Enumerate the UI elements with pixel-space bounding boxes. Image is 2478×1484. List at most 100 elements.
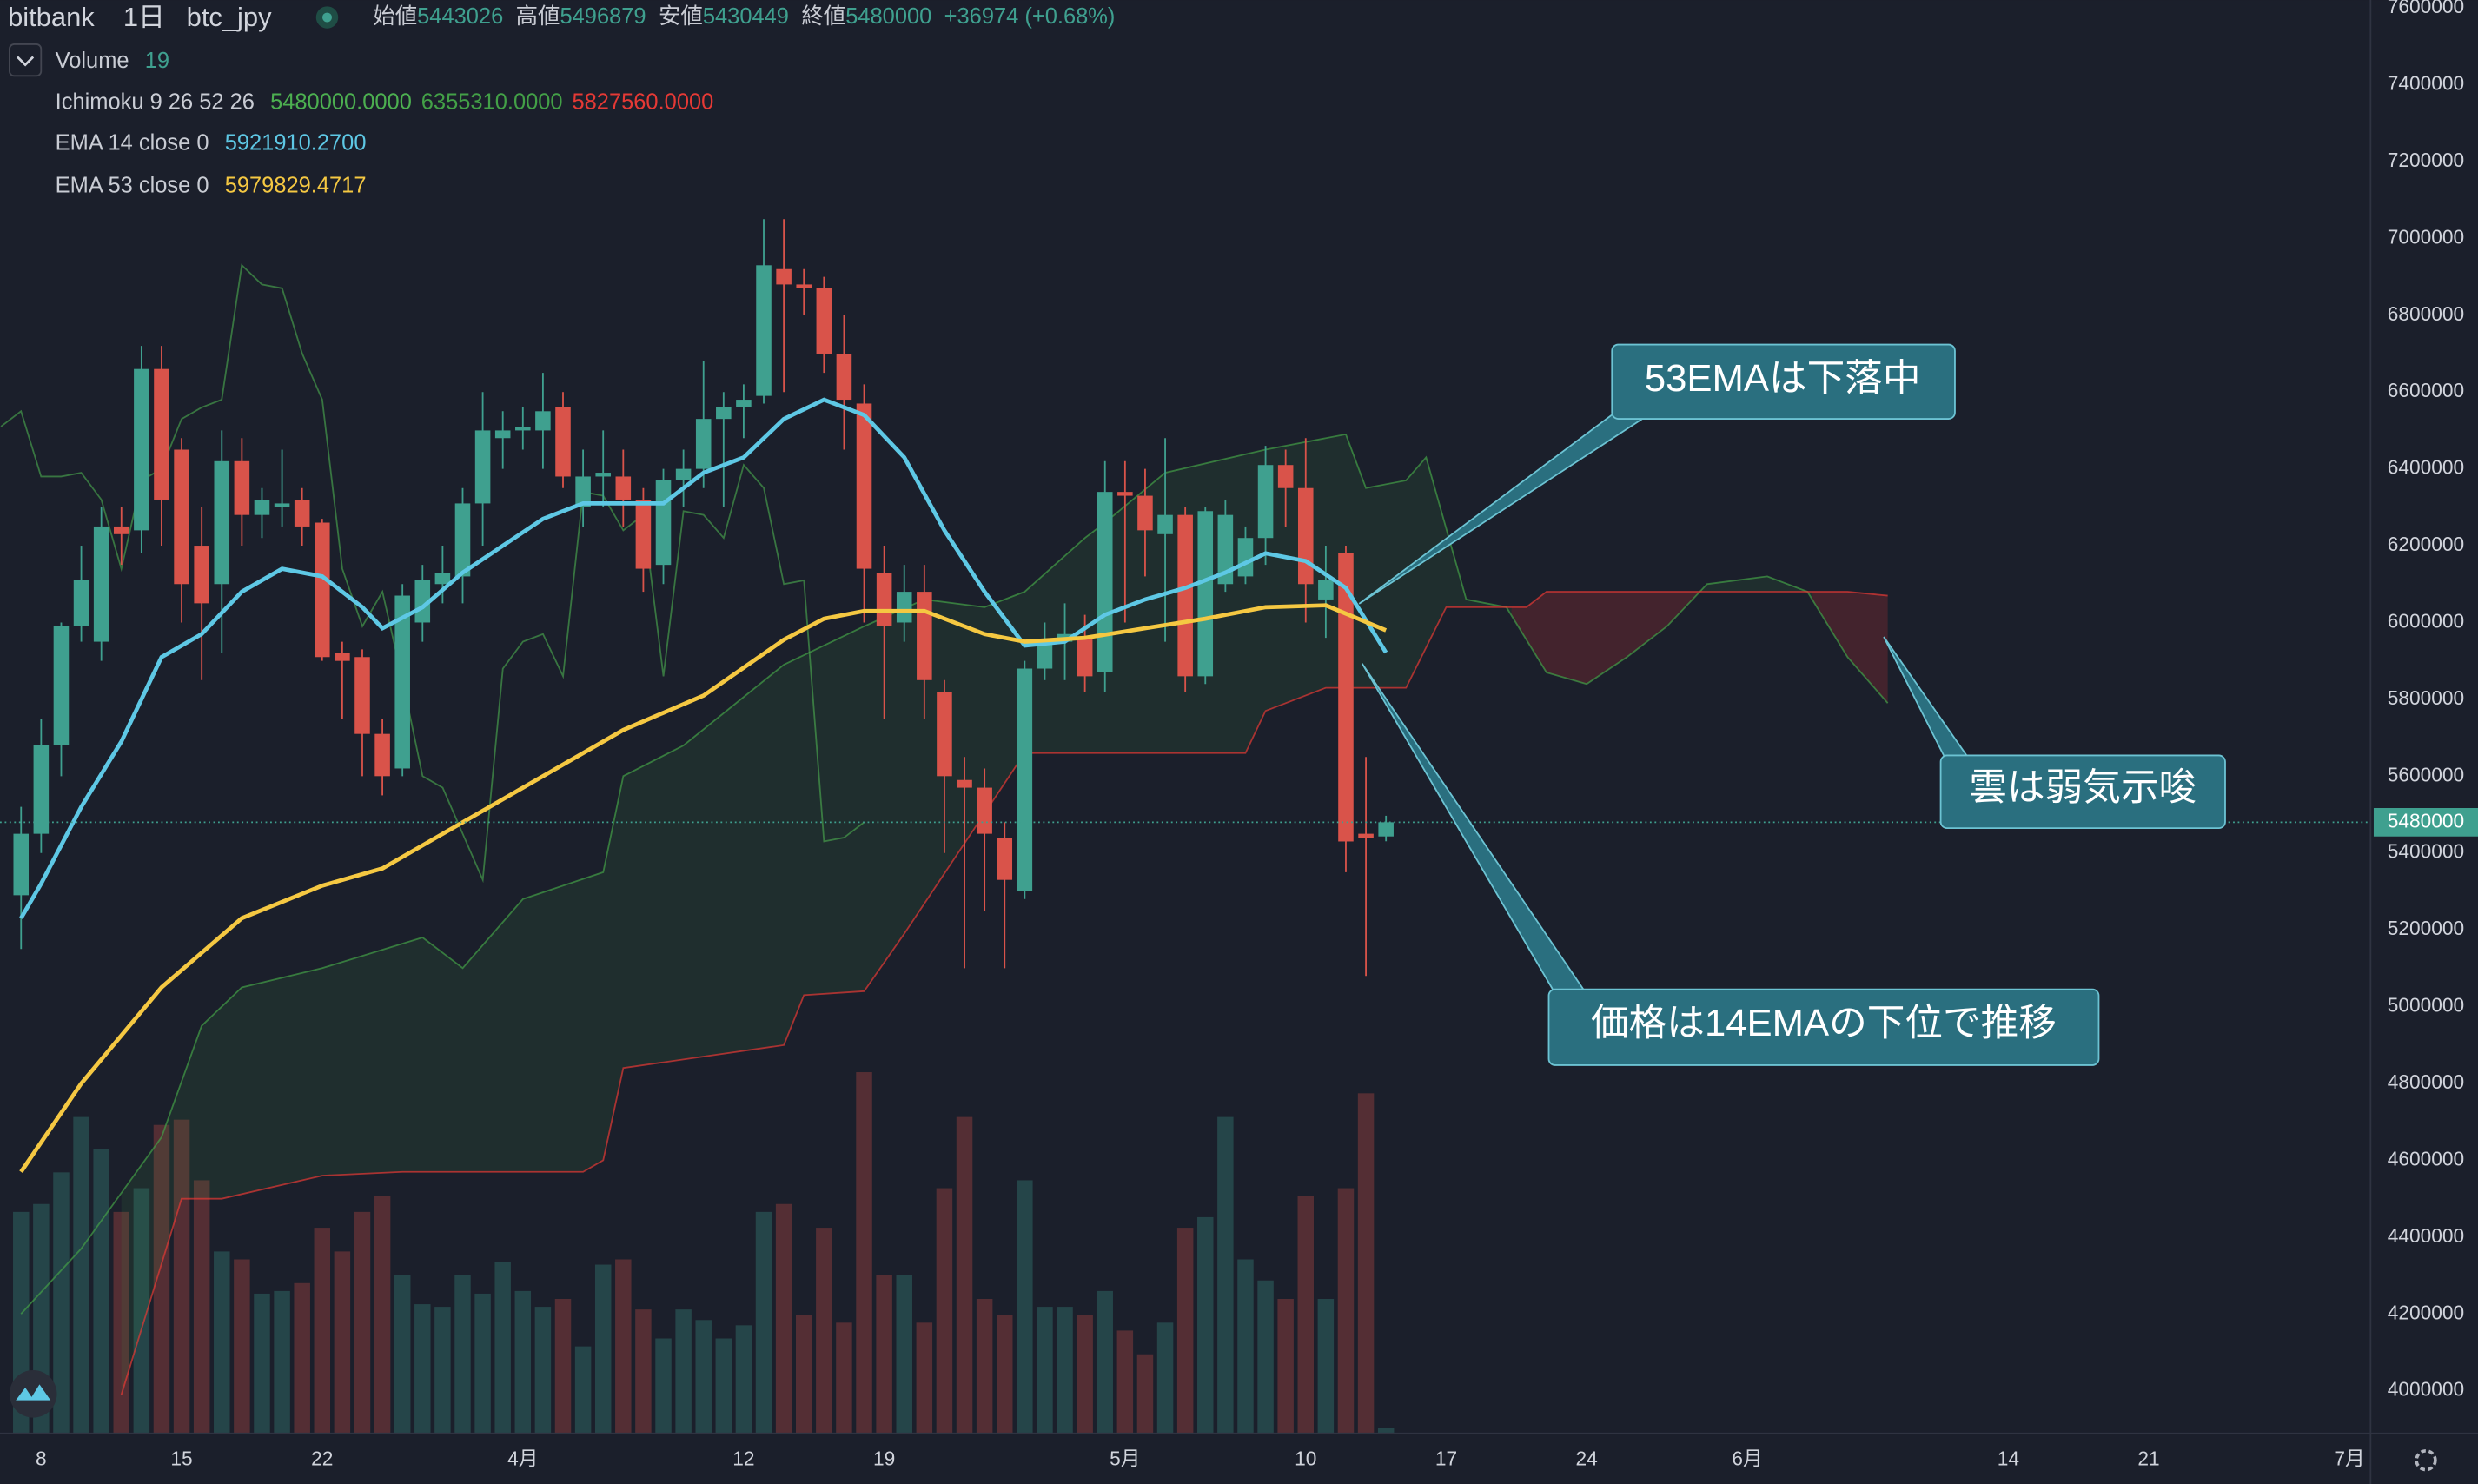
ema14-name: EMA 14 close 0 (56, 130, 209, 155)
candle-body (454, 503, 471, 577)
candle-body (1157, 514, 1173, 534)
y-tick-label: 4000000 (2388, 1378, 2464, 1401)
volume-bar (1057, 1307, 1073, 1434)
ema14-legend[interactable]: EMA 14 close 0 5921910.2700 (56, 130, 367, 155)
x-tick-label: 6月 (1732, 1448, 1762, 1470)
candle-body (434, 572, 451, 585)
candle-body (1117, 492, 1133, 496)
candle-body (595, 473, 611, 477)
volume-bar (735, 1325, 752, 1434)
volume-bar (997, 1315, 1013, 1434)
candle-body (695, 419, 712, 469)
volume-bar (214, 1251, 230, 1434)
volume-bar (1217, 1116, 1234, 1434)
volume-bar (1097, 1290, 1113, 1434)
logo[interactable] (9, 1370, 57, 1418)
volume-bar (1237, 1259, 1254, 1434)
volume-bar (474, 1293, 491, 1434)
candle-body (134, 368, 149, 531)
volume-bar (936, 1188, 953, 1434)
volume-bar (755, 1211, 772, 1434)
change: +36974 (+0.68%) (944, 4, 1116, 29)
volume-bar (916, 1322, 933, 1434)
candle-body (856, 403, 872, 569)
candle-body (474, 430, 491, 504)
symbol[interactable]: btc_jpy (187, 2, 272, 32)
volume-bar (1037, 1307, 1053, 1434)
candle-body (1197, 511, 1214, 677)
volume-bar (394, 1275, 411, 1434)
volume-bar (816, 1228, 832, 1434)
x-tick-label: 4月 (507, 1448, 538, 1470)
ema-line (19, 397, 1388, 919)
x-tick-label: 24 (1576, 1448, 1598, 1470)
volume-bar (1337, 1188, 1355, 1434)
ema-line (19, 603, 1388, 1174)
callout-box (1939, 754, 2226, 830)
span-b-value: 5827560.0000 (573, 89, 714, 114)
cloud-fill (1511, 589, 1703, 685)
candle-body (294, 499, 310, 527)
volume-bar (454, 1275, 471, 1434)
candle-body (896, 592, 912, 623)
collapse-button[interactable] (9, 43, 43, 77)
volume-bar (1197, 1216, 1214, 1434)
x-tick-label: 22 (311, 1448, 333, 1470)
candle-body (1097, 492, 1113, 672)
candle-body (997, 838, 1013, 880)
volume-bar (274, 1290, 290, 1434)
candle-body (1017, 668, 1033, 891)
volume-bar (434, 1307, 451, 1434)
ema14-value: 5921910.2700 (225, 130, 367, 155)
candle-body (1297, 487, 1314, 585)
volume-bar (695, 1320, 712, 1434)
ichimoku-name: Ichimoku 9 26 52 26 (56, 89, 255, 114)
interval[interactable]: 1日 (123, 2, 165, 32)
volume-value: 19 (145, 49, 169, 73)
annotations: 53EMAは下落中 雲は弱気示唆 価格は14EMAの下位で推移 (1358, 343, 2226, 1066)
y-tick-label: 7000000 (2388, 225, 2464, 248)
candle-body (917, 592, 932, 680)
close-value: 5480000 (845, 4, 931, 29)
candle-body (776, 268, 792, 285)
candle-body (33, 745, 50, 834)
settings-button[interactable] (2415, 1448, 2437, 1472)
volume-bar (314, 1228, 331, 1434)
candle-body (796, 284, 812, 288)
low-value: 5430449 (703, 4, 789, 29)
y-tick-label: 6600000 (2388, 379, 2464, 401)
volume-bar (193, 1180, 210, 1434)
volume-bar (534, 1307, 552, 1434)
candle-body (555, 407, 571, 477)
volume-legend[interactable]: Volume 19 (56, 49, 169, 73)
ema53-legend[interactable]: EMA 53 close 0 5979829.4717 (56, 173, 367, 197)
volume-bar (1277, 1298, 1294, 1434)
volume-bar (1257, 1280, 1274, 1434)
ichimoku-legend[interactable]: Ichimoku 9 26 52 26 5480000.0000 6355310.0… (56, 89, 714, 114)
candle-body (756, 265, 772, 396)
volume-bar (113, 1211, 130, 1434)
candle-body (836, 353, 852, 401)
candle-body (1137, 495, 1153, 531)
y-tick-label: 4600000 (2388, 1147, 2464, 1169)
x-tick-label: 12 (732, 1448, 754, 1470)
y-tick-label: 6400000 (2388, 456, 2464, 479)
volume-bar (514, 1290, 532, 1434)
x-tick-label: 8 (36, 1448, 47, 1470)
span-b-line (120, 591, 1888, 1395)
callout-text: 価格は14EMAの下位で推移 (1591, 1002, 2057, 1044)
volume-bar (1176, 1228, 1194, 1434)
candle-body (675, 468, 692, 480)
volume-bar (1377, 1428, 1395, 1434)
volume-bar (53, 1172, 70, 1434)
candle-body (1037, 641, 1053, 669)
y-tick-label: 5200000 (2388, 917, 2464, 939)
ema53-value: 5979829.4717 (225, 173, 367, 197)
volume-bar (414, 1304, 431, 1434)
candle-body (635, 499, 652, 569)
ema53-name: EMA 53 close 0 (56, 173, 209, 197)
volume-bar (594, 1264, 612, 1434)
volume-bar (554, 1298, 572, 1434)
open-value: 5443026 (417, 4, 503, 29)
